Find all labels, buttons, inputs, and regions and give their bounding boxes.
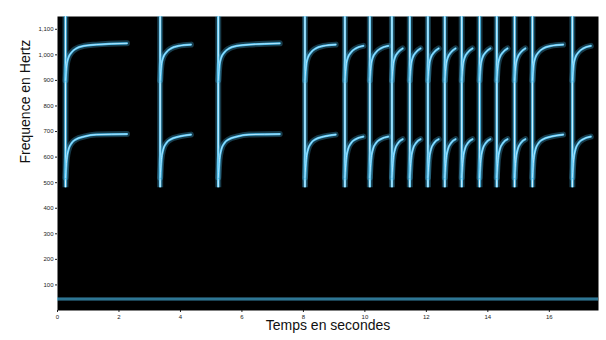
svg-text:16: 16 [546,314,553,320]
svg-text:12: 12 [423,314,430,320]
svg-text:500: 500 [43,180,54,186]
svg-text:400: 400 [43,205,54,211]
svg-text:6: 6 [240,314,244,320]
svg-text:Frequence en Hertz: Frequence en Hertz [17,40,33,164]
svg-text:4: 4 [179,314,183,320]
svg-text:200: 200 [43,256,54,262]
svg-text:Temps en secondes: Temps en secondes [266,317,391,333]
svg-text:800: 800 [43,103,54,109]
svg-text:700: 700 [43,128,54,134]
svg-text:100: 100 [43,282,54,288]
svg-text:600: 600 [43,154,54,160]
svg-text:300: 300 [43,231,54,237]
svg-text:14: 14 [484,314,491,320]
svg-text:900: 900 [43,77,54,83]
svg-text:0: 0 [56,314,60,320]
svg-text:1,100: 1,100 [38,26,54,32]
svg-text:2: 2 [117,314,121,320]
svg-text:1,000: 1,000 [38,52,54,58]
